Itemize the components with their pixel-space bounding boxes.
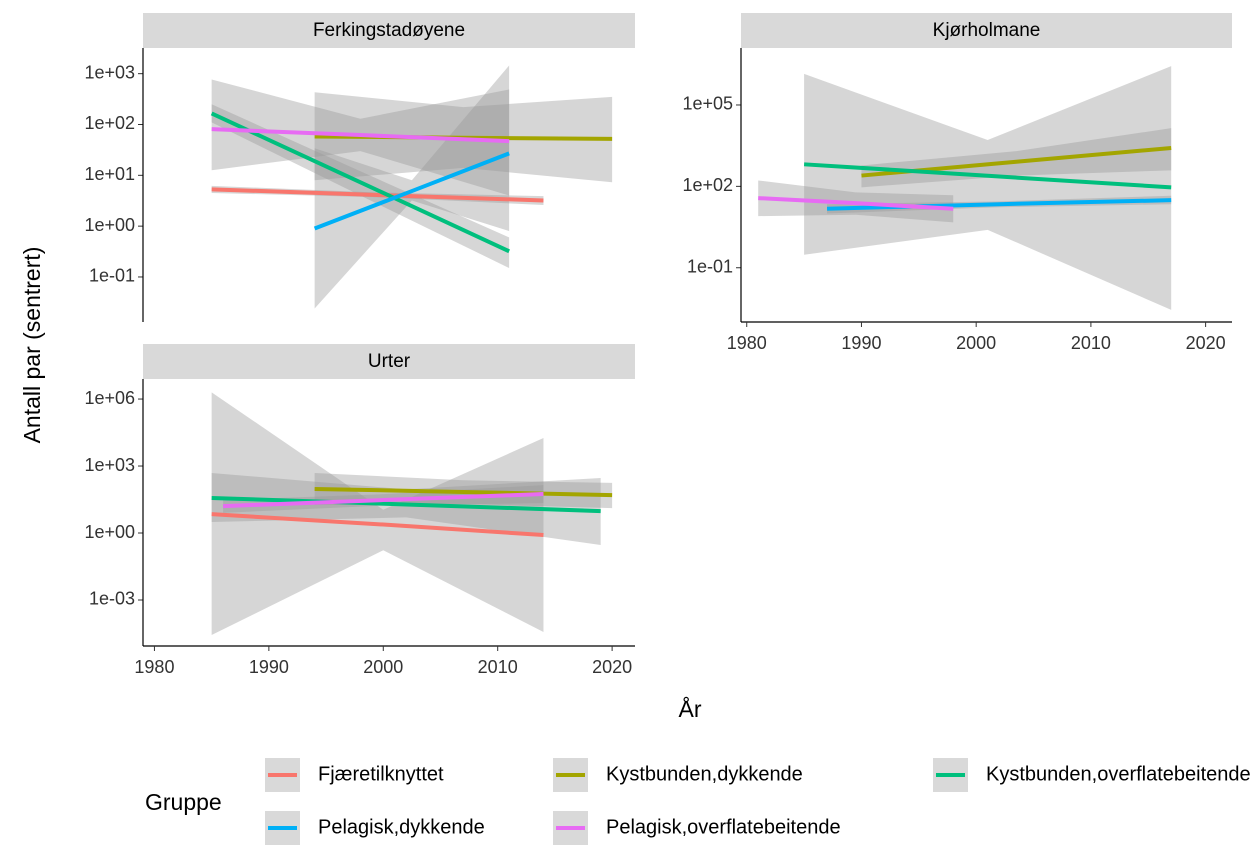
y-axis-title: Antall par (sentrert) [19,247,45,444]
confidence-ribbon [314,65,510,309]
legend-label: Kystbunden,overflatebeitende [986,763,1251,785]
trend-line [210,111,510,254]
trend-line [211,512,544,538]
x-tick-label: 1990 [249,657,289,677]
y-tick-label: 1e+02 [84,113,135,133]
strip [143,344,635,379]
legend-title: Gruppe [145,789,222,815]
x-tick-label: 2000 [956,333,996,353]
x-tick-label: 1980 [727,333,767,353]
y-tick-label: 1e+05 [682,94,733,114]
legend-label: Kystbunden,dykkende [606,763,803,785]
legend-label: Pelagisk,dykkende [318,816,485,838]
y-tick-label: 1e-01 [89,266,135,286]
legend-label: Fjæretilknyttet [318,763,444,785]
x-tick-label: 1990 [841,333,881,353]
trend-line [211,495,601,514]
y-tick-label: 1e-03 [89,589,135,609]
panel-title: Ferkingstadøyene [313,20,465,41]
x-tick-label: 1980 [134,657,174,677]
trend-line [223,491,544,509]
x-tick-label: 2010 [1071,333,1111,353]
trend-line [211,187,544,203]
panel-title: Kjørholmane [933,20,1041,41]
confidence-ribbon [211,392,544,636]
y-tick-label: 1e+06 [84,388,135,408]
trend-line [758,196,954,211]
y-tick-label: 1e+02 [682,175,733,195]
x-axis-title: År [679,695,702,722]
x-tick-label: 2020 [1186,333,1226,353]
strip [143,13,635,48]
x-tick-label: 2020 [592,657,632,677]
y-tick-label: 1e+01 [84,164,135,184]
y-tick-label: 1e+03 [84,455,135,475]
trend-line [314,486,613,498]
y-tick-label: 1e+00 [84,522,135,542]
y-tick-label: 1e+03 [84,62,135,82]
panel-title: Urter [368,351,411,372]
trend-line [211,127,510,144]
x-tick-label: 2000 [363,657,403,677]
y-tick-label: 1e-01 [687,256,733,276]
legend-label: Pelagisk,overflatebeitende [606,816,841,838]
y-tick-label: 1e+00 [84,215,135,235]
trend-line [803,162,1172,190]
x-tick-label: 2010 [478,657,518,677]
confidence-ribbon [211,104,510,269]
confidence-ribbon [804,66,1172,310]
trend-line [313,151,510,231]
strip [741,13,1232,48]
trend-line [826,198,1172,211]
